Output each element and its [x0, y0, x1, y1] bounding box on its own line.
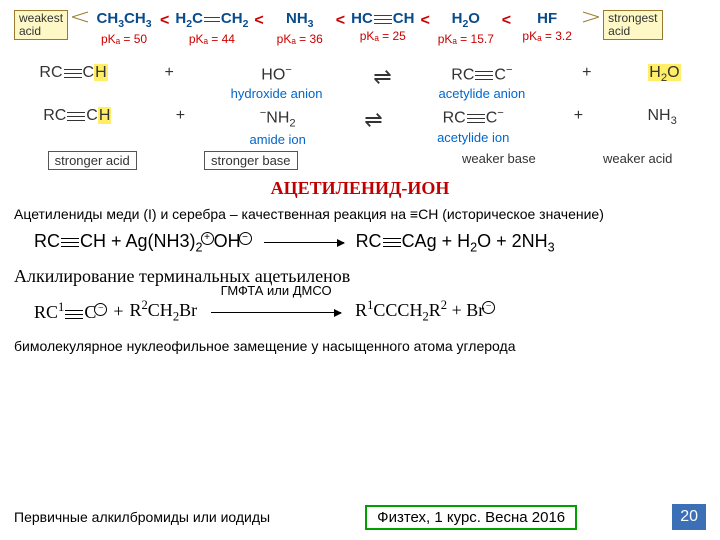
acid-item: H2O pKₐ = 15.7 [436, 10, 496, 46]
bracket-left-icon [72, 10, 90, 24]
less-than: < [418, 12, 431, 30]
alkylation-reaction: RC1C− + R2CH2Br ГМФТА или ДМСО R1CCCH2R2… [14, 298, 706, 325]
less-than: < [500, 12, 513, 30]
reaction-labels: stronger acid stronger base weaker base … [14, 151, 706, 170]
sn2-text: бимолекулярное нуклеофильное замещение у… [14, 337, 706, 355]
section-title: АЦЕТИЛЕНИД-ИОН [14, 178, 706, 199]
alkylation-title: Алкилирование терминальных ацетьиленов [14, 265, 706, 288]
reaction-hydroxide: RCCH + HO−hydroxide anion ⇌ RCC−acetylid… [14, 64, 706, 101]
less-than: < [158, 12, 171, 30]
course-box: Физтех, 1 курс. Весна 2016 [365, 505, 577, 530]
footer-note: Первичные алкилбромиды или иодиды [14, 509, 270, 525]
strongest-acid-label: strongest acid [603, 10, 662, 40]
bracket-right-icon [581, 10, 599, 24]
footer: Первичные алкилбромиды или иодиды Физтех… [14, 504, 706, 530]
less-than: < [334, 12, 347, 30]
weakest-acid-label: weakest acid [14, 10, 68, 40]
acid-item: CH3CH3 pKₐ = 50 [94, 10, 154, 46]
page-number: 20 [672, 504, 706, 530]
copper-silver-text: Ацетилениды меди (I) и серебра – качеств… [14, 205, 706, 223]
acid-item: NH3 pKₐ = 36 [270, 10, 330, 46]
acid-item: H2CCH2 pKₐ = 44 [175, 10, 248, 46]
acidity-scale: weakest acid CH3CH3 pKₐ = 50 < H2CCH2 pK… [14, 10, 706, 46]
acid-item: HF pKₐ = 3.2 [517, 10, 577, 43]
reaction-amide: RCCH + −NH2amide ion ⇌ RCC−acetylide ion… [14, 107, 706, 147]
acid-item: HCCH pKₐ = 25 [351, 10, 414, 43]
less-than: < [252, 12, 265, 30]
silver-reaction: RCCH + Ag(NH3)2+OH− RCCAg + H2O + 2NH3 [14, 231, 706, 255]
